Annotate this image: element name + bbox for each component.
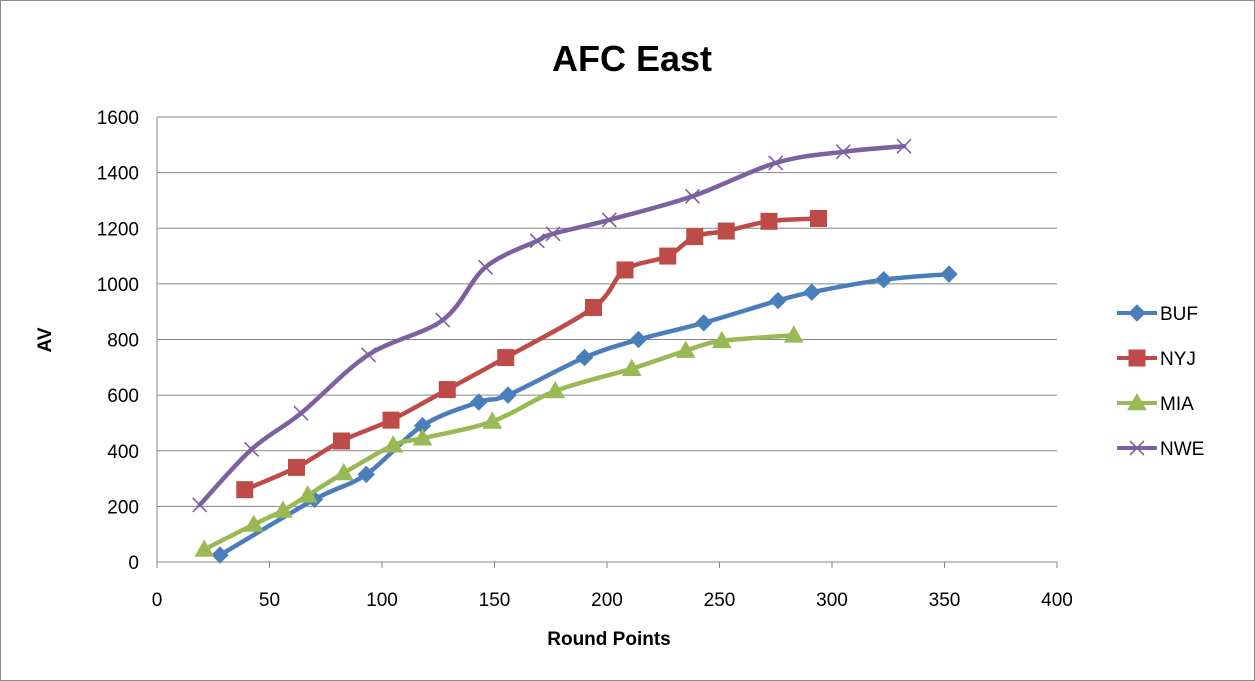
x-axis-title: Round Points bbox=[547, 629, 670, 650]
data-point bbox=[686, 228, 704, 246]
chart-title: AFC East bbox=[552, 38, 712, 79]
data-point bbox=[760, 212, 778, 230]
data-point bbox=[601, 212, 617, 228]
legend-marker bbox=[1129, 440, 1145, 456]
data-point bbox=[896, 138, 912, 154]
series-layer bbox=[192, 138, 958, 564]
data-point bbox=[194, 539, 215, 557]
data-point bbox=[497, 349, 515, 367]
data-point bbox=[659, 247, 677, 265]
x-tick-label: 350 bbox=[929, 590, 961, 611]
legend-item-mia: MIA bbox=[1117, 392, 1194, 415]
data-point bbox=[717, 222, 735, 240]
axis-layer: 0 200 400 600 800 1000 1200 1400 1600 0 50 100 150 20… bbox=[97, 108, 1073, 611]
y-tick-label: 1000 bbox=[97, 275, 139, 296]
y-tick-label: 0 bbox=[128, 553, 139, 574]
series-line-nyj bbox=[242, 216, 821, 492]
legend-marker bbox=[1127, 392, 1147, 411]
legend-item-buf: BUF bbox=[1117, 304, 1198, 325]
data-point bbox=[482, 411, 503, 429]
data-point bbox=[333, 432, 350, 450]
legend: BUF NYJ MIA NWE bbox=[1117, 304, 1204, 460]
data-point bbox=[616, 261, 634, 279]
data-point bbox=[438, 381, 456, 399]
data-point bbox=[288, 458, 305, 476]
legend-label: MIA bbox=[1160, 394, 1194, 415]
y-tick-label: 200 bbox=[107, 497, 139, 518]
data-point bbox=[236, 481, 254, 499]
x-tick-label: 300 bbox=[816, 590, 848, 611]
data-point bbox=[412, 428, 433, 446]
grid-layer bbox=[157, 116, 1057, 507]
x-tick-label: 100 bbox=[366, 590, 398, 611]
legend-label: BUF bbox=[1160, 304, 1198, 325]
data-point bbox=[293, 405, 309, 421]
x-tick-label: 150 bbox=[479, 590, 511, 611]
data-point bbox=[273, 500, 293, 518]
y-tick-label: 800 bbox=[107, 331, 139, 352]
data-point bbox=[499, 386, 517, 404]
series-nyj bbox=[236, 210, 827, 499]
data-point bbox=[383, 435, 404, 453]
data-point bbox=[575, 348, 594, 367]
data-point bbox=[360, 347, 377, 363]
data-point bbox=[545, 226, 561, 242]
data-point bbox=[470, 393, 488, 411]
series-line-buf bbox=[217, 271, 952, 558]
data-point bbox=[621, 358, 642, 376]
data-point bbox=[529, 233, 545, 249]
data-point bbox=[243, 441, 260, 457]
x-tick-label: 400 bbox=[1041, 590, 1073, 611]
data-point bbox=[333, 462, 354, 481]
x-tick-label: 200 bbox=[591, 590, 623, 611]
y-axis-title: AV bbox=[35, 327, 56, 352]
data-point bbox=[940, 265, 958, 283]
data-point bbox=[675, 340, 696, 358]
data-point bbox=[835, 144, 851, 160]
y-tick-label: 1200 bbox=[97, 219, 139, 240]
data-point bbox=[545, 380, 566, 399]
series-buf bbox=[211, 265, 958, 564]
data-point bbox=[435, 312, 451, 328]
legend-label: NWE bbox=[1160, 439, 1204, 460]
x-tick-label: 250 bbox=[704, 590, 736, 611]
legend-item-nyj: NYJ bbox=[1117, 349, 1196, 370]
data-point bbox=[382, 411, 400, 429]
data-point bbox=[875, 270, 893, 289]
data-point bbox=[803, 283, 821, 301]
legend-label: NYJ bbox=[1160, 349, 1196, 370]
y-tick-label: 600 bbox=[107, 386, 139, 407]
data-point bbox=[585, 299, 602, 317]
series-mia bbox=[194, 325, 804, 557]
legend-item-nwe: NWE bbox=[1117, 439, 1204, 460]
data-point bbox=[477, 259, 494, 275]
data-point bbox=[192, 497, 208, 513]
data-point bbox=[629, 330, 648, 349]
legend-marker bbox=[1128, 349, 1146, 367]
data-point bbox=[243, 514, 264, 532]
data-point bbox=[211, 546, 229, 564]
data-point bbox=[783, 325, 804, 343]
data-point bbox=[297, 485, 318, 503]
y-tick-label: 1600 bbox=[97, 108, 139, 129]
y-tick-label: 400 bbox=[107, 442, 139, 463]
legend-marker bbox=[1128, 304, 1146, 322]
data-point bbox=[695, 314, 713, 332]
data-point bbox=[768, 155, 784, 171]
series-nwe bbox=[192, 138, 912, 513]
y-tick-label: 1400 bbox=[97, 164, 139, 185]
series-line-mia bbox=[202, 333, 797, 552]
x-tick-label: 50 bbox=[259, 590, 280, 611]
data-point bbox=[810, 210, 827, 228]
data-point bbox=[357, 465, 375, 484]
x-tick-label: 0 bbox=[152, 590, 163, 611]
data-point bbox=[711, 330, 732, 349]
data-point bbox=[769, 291, 787, 310]
data-point bbox=[684, 188, 701, 204]
